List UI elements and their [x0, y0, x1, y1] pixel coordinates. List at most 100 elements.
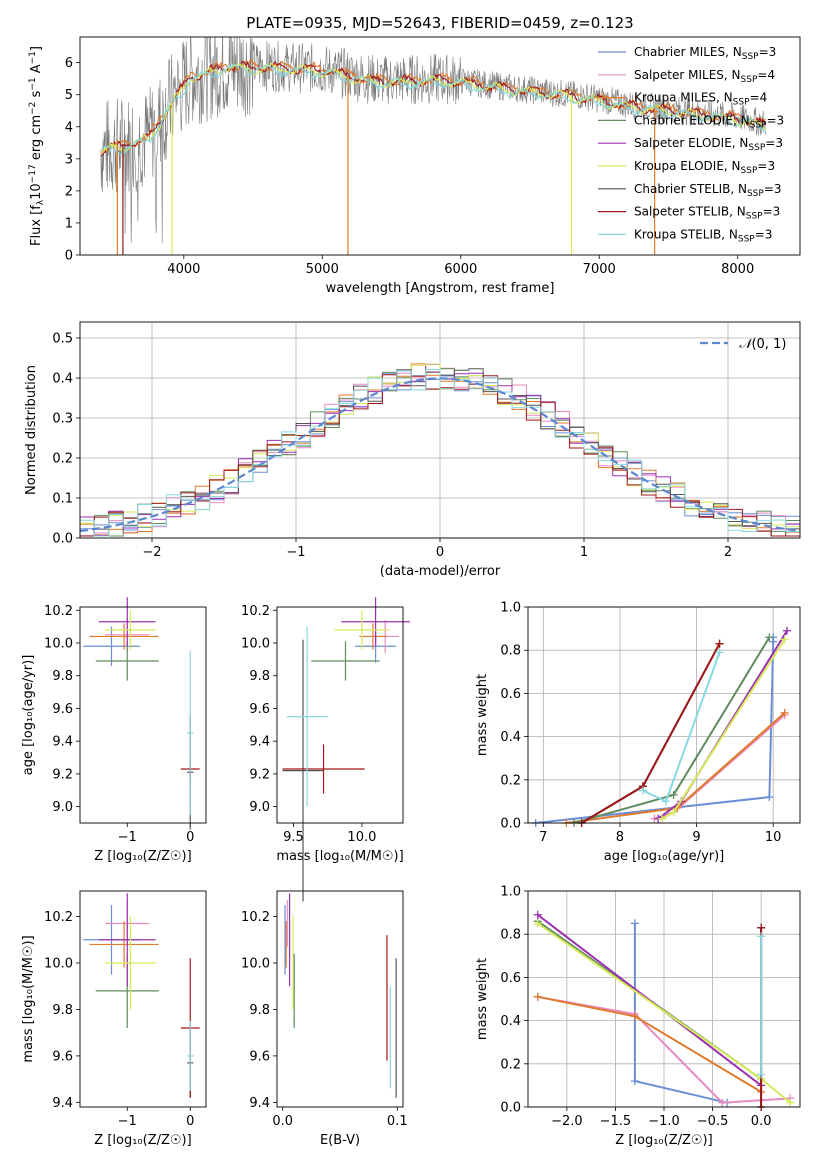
series-line — [581, 643, 721, 823]
legend-entry: Salpeter STELIB, NSSP=3 — [634, 205, 780, 222]
y-tick-label: 9.2 — [249, 767, 270, 782]
legend-value: =3 — [757, 159, 775, 173]
y-tick-label: 9.4 — [249, 735, 270, 750]
x-tick-label: 0.1 — [387, 1114, 408, 1129]
legend-subscript: SSP — [741, 166, 758, 176]
legend-subscript: SSP — [742, 52, 759, 62]
axes-frame — [79, 321, 801, 539]
y-tick-label: 9.4 — [52, 735, 73, 750]
series-line — [657, 630, 788, 820]
y-tick-label: 9.4 — [52, 1096, 73, 1111]
x-axis-label: Z [log₁₀(Z/Z☉)] — [94, 1133, 191, 1148]
axes-frame — [79, 606, 207, 824]
legend-subscript: SSP — [748, 143, 765, 153]
x-axis-label: Z [log₁₀(Z/Z☉)] — [615, 1133, 712, 1148]
x-tick-label: −1 — [286, 545, 305, 560]
legend-entry: Chabrier ELODIE, NSSP=3 — [634, 113, 784, 130]
x-tick-label: 7000 — [583, 262, 616, 277]
y-tick-label: 0.2 — [500, 773, 521, 788]
series-line — [537, 995, 791, 1104]
x-axis-label: mass [log₁₀(M/M☉)] — [276, 849, 403, 864]
y-tick-label: 0 — [65, 249, 73, 264]
y-tick-label: 0.0 — [500, 1101, 521, 1116]
legend-entry: Kroupa STELIB, NSSP=3 — [634, 227, 772, 244]
y-tick-label: 9.6 — [249, 1049, 270, 1064]
axes-frame — [276, 890, 404, 1108]
x-tick-label: 5000 — [306, 262, 339, 277]
y-axis-label: mass weight — [475, 958, 490, 1040]
y-tick-label: 10.2 — [44, 604, 73, 619]
legend-value: =4 — [750, 91, 768, 105]
y-tick-label: 0.2 — [52, 452, 73, 467]
age_vs_Z-panel: −1 0 9.0 9.2 9.4 9.6 9.8 10.0 10.2 Z [log₁₀(Z/Z☉)… — [21, 597, 207, 864]
legend-entry: 𝒩(0, 1) — [739, 337, 786, 352]
y-tick-label: 9.6 — [52, 1049, 73, 1064]
y-axis-label: Normed distribution — [24, 365, 39, 495]
y-tick-label: 9.2 — [52, 767, 73, 782]
series-line — [537, 995, 762, 1093]
y-tick-label: 0.0 — [500, 817, 521, 832]
y-axis-label: mass weight — [475, 674, 490, 756]
y-tick-label: 5 — [65, 88, 73, 103]
x-tick-label: 0 — [186, 830, 194, 845]
y-tick-label: 1.0 — [500, 885, 521, 900]
y-tick-label: 0.8 — [500, 644, 521, 659]
y-axis-label: age [log₁₀(age/yr)] — [21, 655, 36, 776]
normal-curve — [79, 377, 801, 533]
x-tick-label: −2.0 — [551, 1114, 583, 1129]
x-tick-label: 0.0 — [272, 1114, 293, 1129]
y-tick-label: 10.2 — [241, 910, 270, 925]
series-line — [633, 923, 728, 1104]
y-tick-label: 0.4 — [500, 730, 521, 745]
legend-value: =3 — [755, 227, 773, 241]
y-tick-label: 9.6 — [52, 702, 73, 717]
legend-entry: Salpeter ELODIE, NSSP=3 — [634, 136, 783, 153]
legend-subscript: SSP — [746, 212, 763, 222]
x-tick-label: 8000 — [721, 262, 754, 277]
x-tick-label: 0.0 — [751, 1114, 772, 1129]
legend-value: =4 — [757, 68, 775, 82]
x-tick-label: 2 — [724, 545, 732, 560]
legend-subscript: SSP — [750, 120, 767, 130]
y-tick-label: 10.0 — [241, 637, 270, 652]
x-tick-label: 10 — [765, 830, 782, 845]
x-tick-label: 9 — [692, 830, 700, 845]
y-tick-label: 9.4 — [249, 1096, 270, 1111]
y-tick-label: 0.1 — [52, 492, 73, 507]
axes-frame — [527, 890, 801, 1108]
y-tick-label: 10.2 — [241, 604, 270, 619]
mass_weight_vs_age-panel: 7 8 9 10 0.0 0.2 0.4 0.6 0.8 1.0 age [log₁₀(age/yr… — [475, 601, 801, 864]
legend-subscript: SSP — [733, 98, 750, 108]
legend-value: =3 — [766, 113, 784, 127]
legend-entry: Chabrier STELIB, NSSP=3 — [634, 182, 782, 199]
y-tick-label: 9.8 — [52, 1003, 73, 1018]
x-tick-label: 7 — [539, 830, 547, 845]
y-tick-label: 0.4 — [52, 372, 73, 387]
x-tick-label: −1.0 — [648, 1114, 680, 1129]
x-tick-label: 6000 — [444, 262, 477, 277]
legend-entry: Chabrier MILES, NSSP=3 — [634, 45, 776, 62]
y-tick-label: 0.4 — [500, 1014, 521, 1029]
y-tick-label: 10.0 — [44, 957, 73, 972]
mass_weight_vs_Z-panel: −2.0 −1.5 −1.0 −0.5 0.0 0.0 0.2 0.4 0.6 0.8 1.0 Z [… — [475, 885, 801, 1148]
figure-title: PLATE=0935, MJD=52643, FIBERID=0459, z=0… — [246, 14, 633, 32]
x-tick-label: 10.0 — [347, 830, 376, 845]
mass_vs_Z-panel: −1 0 9.4 9.6 9.8 10.0 10.2 Z [log₁₀(Z/Z☉)] mass … — [21, 890, 207, 1148]
legend-value: =3 — [764, 182, 782, 196]
y-tick-label: 0.8 — [500, 928, 521, 943]
legend-entry: Kroupa ELODIE, NSSP=3 — [634, 159, 775, 176]
x-axis-label: wavelength [Angstrom, rest frame] — [326, 281, 555, 296]
series-line — [581, 643, 721, 823]
y-tick-label: 10.2 — [44, 910, 73, 925]
x-tick-label: 0 — [186, 1114, 194, 1129]
x-tick-label: −1 — [118, 830, 137, 845]
x-axis-label: E(B-V) — [320, 1133, 360, 1148]
y-tick-label: 9.8 — [249, 669, 270, 684]
x-tick-label: −1 — [118, 1114, 137, 1129]
y-tick-label: 9.0 — [249, 800, 270, 815]
legend-entry: Kroupa MILES, NSSP=4 — [634, 91, 767, 108]
y-tick-label: 0.5 — [52, 332, 73, 347]
y-axis-label: Flux [fλ10−17 erg cm−2 s−1 A−1] — [28, 46, 46, 246]
